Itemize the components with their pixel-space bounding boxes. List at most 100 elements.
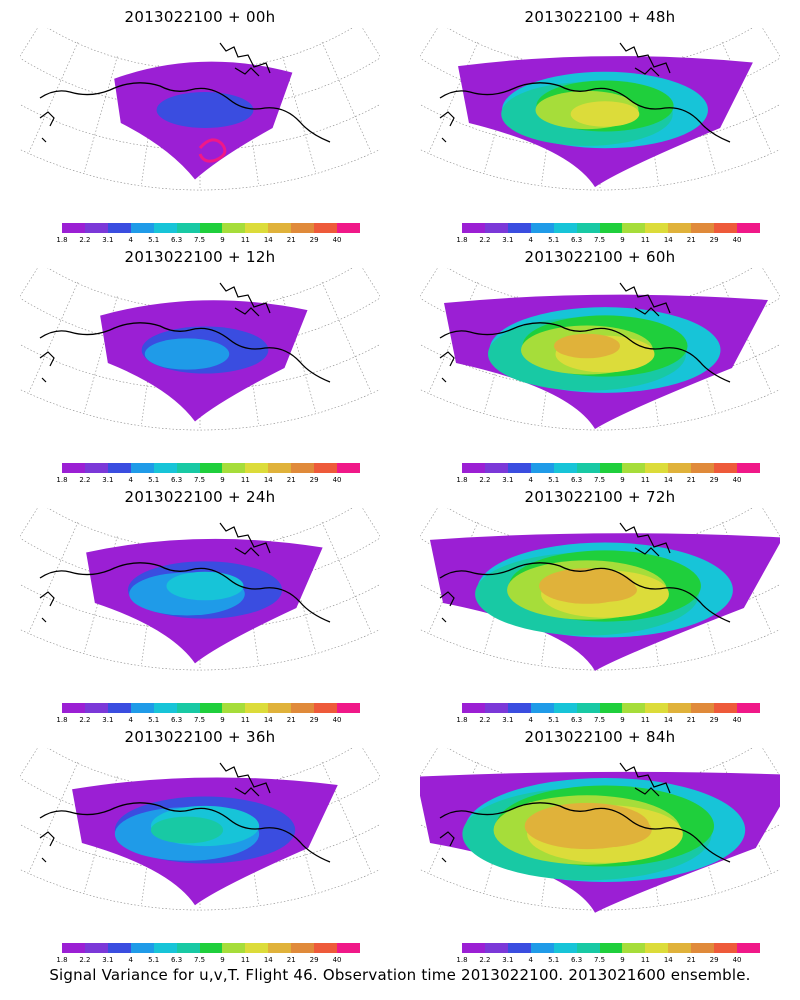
colorbar-label: 11 xyxy=(240,956,250,964)
colorbar-swatch xyxy=(530,943,554,953)
colorbar-swatch xyxy=(268,463,292,473)
colorbar-swatch xyxy=(691,703,715,713)
forecast-panel: 2013022100 + 12h 1.8 2.2 3.1 4 5.1 6.3 7.5 9 11 14… xyxy=(0,240,400,484)
latitude-line xyxy=(420,869,780,911)
colorbar-label: 1.8 xyxy=(56,476,68,484)
colorbar-label: 2.2 xyxy=(479,956,491,964)
colorbar-swatch xyxy=(737,943,760,953)
colorbar-swatch xyxy=(462,943,485,953)
map-plot xyxy=(420,508,780,671)
colorbar-label: 11 xyxy=(640,716,650,724)
colorbar-labels: 1.8 2.2 3.1 4 5.1 6.3 7.5 9 11 14 21 29 40 xyxy=(456,236,760,246)
colorbar-swatch xyxy=(622,703,646,713)
colorbar-label: 11 xyxy=(640,956,650,964)
variance-contour xyxy=(144,338,230,370)
colorbar-label: 14 xyxy=(263,476,273,484)
colorbar-swatch xyxy=(268,943,292,953)
colorbar-swatch xyxy=(84,703,108,713)
colorbar-swatch xyxy=(314,223,338,233)
colorbar-label: 6.3 xyxy=(171,476,183,484)
colorbar-labels: 1.8 2.2 3.1 4 5.1 6.3 7.5 9 11 14 21 29 40 xyxy=(56,476,360,486)
coastline xyxy=(39,562,331,623)
colorbar-label: 40 xyxy=(732,716,742,724)
latitude-line xyxy=(20,869,380,911)
colorbar-swatch xyxy=(337,703,360,713)
colorbar-swatch xyxy=(737,703,760,713)
colorbar-label: 7.5 xyxy=(593,236,606,244)
coastline-archipelago xyxy=(219,42,271,77)
colorbar-swatch xyxy=(645,943,669,953)
colorbar-label: 21 xyxy=(286,236,296,244)
colorbar-swatch xyxy=(291,463,315,473)
colorbar-swatch xyxy=(199,463,223,473)
colorbar-swatch xyxy=(107,943,131,953)
colorbar-label: 9 xyxy=(220,476,225,484)
longitude-line xyxy=(28,281,79,392)
colorbar-swatch xyxy=(737,463,760,473)
colorbar-label: 14 xyxy=(263,956,273,964)
longitude-line xyxy=(321,521,372,632)
variance-contour xyxy=(570,101,640,127)
colorbar-labels: 1.8 2.2 3.1 4 5.1 6.3 7.5 9 11 14 21 29 40 xyxy=(456,476,760,486)
forecast-panel: 2013022100 + 60h 1.8 2.2 3.1 4 5.1 6.3 7.5 9 11 14… xyxy=(400,240,800,484)
colorbar-swatch xyxy=(314,703,338,713)
colorbar-swatch xyxy=(107,223,131,233)
colorbar-swatch xyxy=(291,703,315,713)
colorbar-swatch xyxy=(484,943,508,953)
variance-field xyxy=(114,61,293,180)
colorbar-label: 3.1 xyxy=(102,236,114,244)
longitude-line xyxy=(721,41,772,152)
colorbar-label: 5.1 xyxy=(148,716,160,724)
colorbar-swatch xyxy=(62,703,85,713)
forecast-panel: 2013022100 + 48h 1.8 2.2 3.1 4 5.1 6.3 7.5 9 11 14… xyxy=(400,0,800,244)
colorbar-swatch xyxy=(645,703,669,713)
colorbar-swatch xyxy=(507,943,531,953)
map-plot xyxy=(20,28,380,191)
coastline-west xyxy=(439,351,455,383)
colorbar-label: 2.2 xyxy=(479,236,491,244)
coastline xyxy=(439,322,731,383)
colorbar-label: 3.1 xyxy=(502,716,514,724)
colorbar-swatch xyxy=(553,463,577,473)
colorbar-swatch xyxy=(107,703,131,713)
longitude-line xyxy=(282,296,317,412)
colorbar-label: 1.8 xyxy=(56,236,68,244)
colorbar-label: 29 xyxy=(709,476,719,484)
coastline xyxy=(39,802,331,863)
coastline xyxy=(439,802,731,863)
colorbar-label: 21 xyxy=(686,476,696,484)
map-plot xyxy=(20,748,380,911)
colorbar-swatch xyxy=(737,223,760,233)
colorbar-label: 3.1 xyxy=(502,476,514,484)
colorbar-label: 4 xyxy=(128,476,133,484)
longitude-line xyxy=(28,761,79,872)
forecast-panel: 2013022100 + 84h 1.8 2.2 3.1 4 5.1 6.3 7.5 9 11 14… xyxy=(400,720,800,964)
colorbar-label: 7.5 xyxy=(593,716,606,724)
panel-title: 2013022100 + 48h xyxy=(524,8,676,26)
colorbar-swatch xyxy=(599,703,623,713)
colorbar-label: 40 xyxy=(332,956,342,964)
colorbar-label: 14 xyxy=(663,236,673,244)
coastline xyxy=(39,82,331,143)
forecast-panel: 2013022100 + 36h 1.8 2.2 3.1 4 5.1 6.3 7.5 9 11 14… xyxy=(0,720,400,964)
variance-field xyxy=(86,538,323,664)
colorbar-label: 40 xyxy=(332,236,342,244)
flight-track xyxy=(198,138,227,163)
colorbar-swatch xyxy=(576,223,600,233)
colorbar-swatch xyxy=(176,703,200,713)
colorbar-label: 9 xyxy=(620,716,625,724)
colorbar-label: 2.2 xyxy=(79,956,91,964)
colorbar-swatch xyxy=(84,463,108,473)
coastline-west xyxy=(39,831,55,863)
coastline-west xyxy=(39,111,55,143)
colorbar-label: 2.2 xyxy=(79,476,91,484)
latitude-line xyxy=(420,149,780,191)
colorbar-label: 21 xyxy=(686,956,696,964)
colorbar-label: 5.1 xyxy=(148,236,160,244)
colorbar-swatch xyxy=(337,943,360,953)
colorbar-label: 11 xyxy=(640,476,650,484)
colorbar-label: 7.5 xyxy=(593,476,606,484)
colorbar-label: 7.5 xyxy=(193,956,206,964)
colorbar-label: 40 xyxy=(732,236,742,244)
longitude-line xyxy=(321,281,372,392)
